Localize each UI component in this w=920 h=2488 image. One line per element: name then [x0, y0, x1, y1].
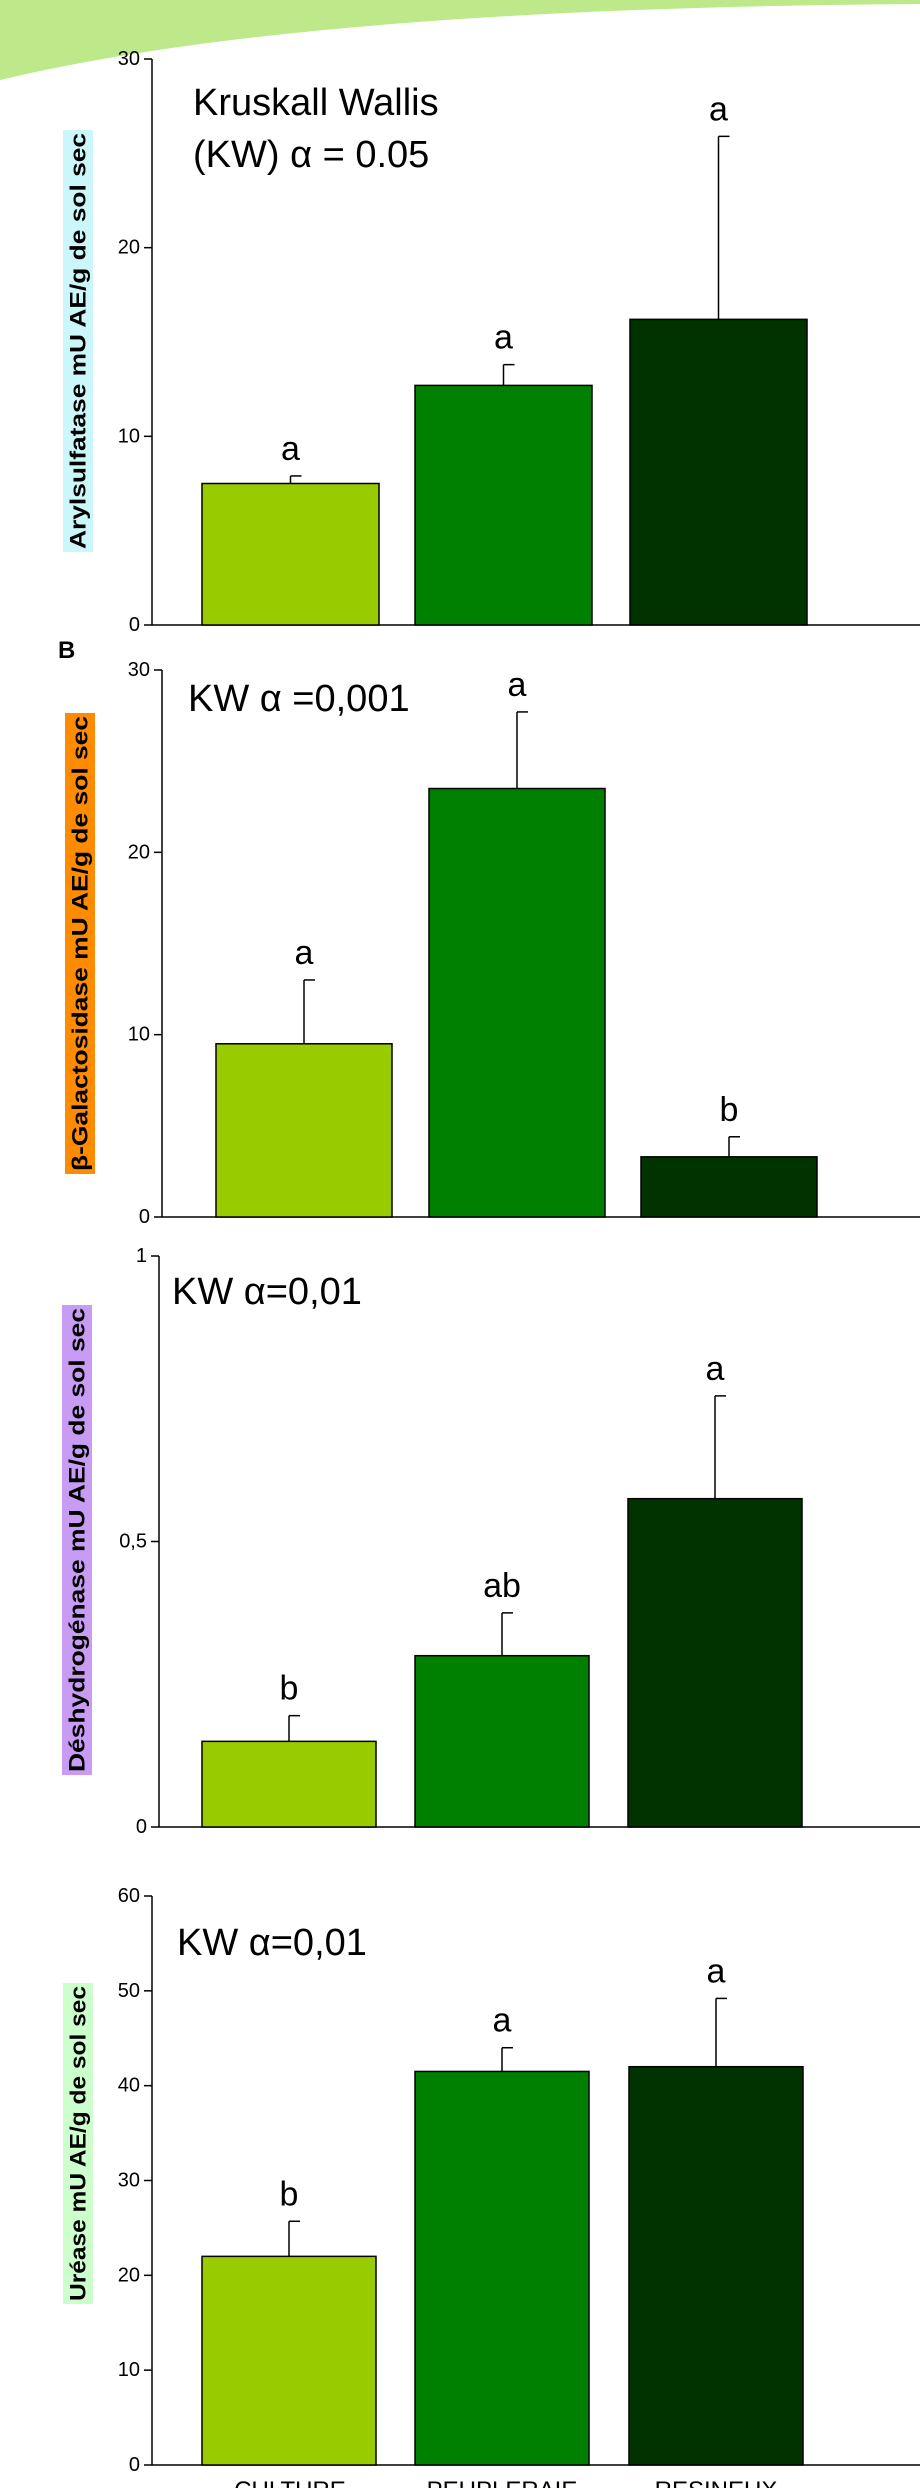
top-banner	[0, 0, 920, 80]
y-tick-label: 0	[129, 2454, 140, 2476]
chart-panel-2: β-Galactosidase mU AE/g de sol sec B 0 10 20…	[58, 637, 920, 1228]
y-axis-label: Uréase mU AE/g de sol sec	[66, 1986, 91, 2301]
y-tick-label: 0	[129, 614, 140, 636]
y-tick-label: 30	[118, 2170, 140, 2192]
y-tick-label: 10	[118, 2359, 140, 2381]
significance-letter: a	[493, 2002, 512, 2040]
significance-letter: ab	[483, 1567, 521, 1605]
kruskal-wallis-annotation: KW α =0,001	[188, 678, 410, 720]
bar-peupleraie	[414, 2070, 590, 2466]
bar-culture	[215, 1043, 393, 1218]
y-tick-label: 10	[118, 425, 140, 447]
bar-resineux	[640, 1156, 818, 1218]
y-axis-label-background	[63, 130, 93, 552]
significance-letter: b	[280, 2175, 299, 2213]
significance-letter: a	[706, 1350, 725, 1388]
bar-culture	[201, 2255, 377, 2466]
significance-letter: a	[494, 319, 513, 357]
y-tick-label: 20	[118, 2264, 140, 2286]
bar-peupleraie	[414, 384, 593, 626]
significance-letter: b	[280, 1670, 299, 1708]
significance-letter: a	[295, 934, 314, 972]
significance-letter: a	[508, 666, 527, 704]
significance-letter: b	[720, 1091, 739, 1129]
x-category-label: CULTURE	[234, 2477, 346, 2488]
panel-label: B	[58, 637, 75, 664]
y-tick-label: 30	[128, 659, 150, 681]
chart-panel-3: Déshydrogénase mU AE/g de sol sec 0 0,5 1 b a…	[62, 1245, 920, 1838]
y-axis-label: β-Galactosidase mU AE/g de sol sec	[68, 716, 93, 1171]
kruskal-wallis-annotation: KW α=0,01	[172, 1271, 362, 1313]
kruskal-wallis-annotation: (KW) α = 0.05	[193, 134, 429, 176]
bar-culture	[201, 482, 380, 626]
y-tick-label: 50	[118, 1980, 140, 2002]
chart-panel-4: Uréase mU AE/g de sol sec 0 10 20 30 40 50 60 b a…	[63, 1885, 920, 2476]
y-axis-label-background	[62, 1305, 92, 1775]
y-tick-label: 20	[118, 237, 140, 259]
significance-letter: a	[281, 430, 300, 468]
y-tick-label: 0,5	[119, 1531, 147, 1553]
x-category-label: PEUPLERAIE	[427, 2477, 578, 2488]
y-tick-label: 40	[118, 2075, 140, 2097]
y-tick-label: 10	[128, 1024, 150, 1046]
x-category-label: RESINEUX	[655, 2477, 778, 2488]
bar-peupleraie	[414, 1654, 590, 1828]
bar-resineux	[629, 318, 808, 626]
y-tick-label: 60	[118, 1885, 140, 1907]
bar-resineux	[628, 2065, 804, 2466]
significance-letter: a	[709, 90, 728, 128]
chart-panel-1: Arylsulfatase mU AE/g de sol sec 0 10 20 30 a…	[63, 48, 920, 636]
significance-letter: a	[707, 1952, 726, 1990]
y-tick-label: 30	[118, 48, 140, 70]
kruskal-wallis-annotation: Kruskall Wallis	[193, 82, 439, 124]
bar-resineux	[627, 1497, 803, 1828]
kruskal-wallis-annotation: KW α=0,01	[177, 1922, 367, 1964]
y-tick-label: 1	[136, 1245, 147, 1267]
y-axis-label-background	[65, 713, 95, 1174]
y-tick-label: 20	[128, 841, 150, 863]
y-axis-label-background	[63, 1983, 93, 2304]
bar-culture	[201, 1740, 377, 1828]
y-axis-label: Déshydrogénase mU AE/g de sol sec	[65, 1308, 90, 1772]
y-tick-label: 0	[136, 1816, 147, 1838]
y-tick-label: 0	[139, 1206, 150, 1228]
y-axis-label: Arylsulfatase mU AE/g de sol sec	[66, 133, 91, 549]
bar-peupleraie	[428, 787, 606, 1218]
